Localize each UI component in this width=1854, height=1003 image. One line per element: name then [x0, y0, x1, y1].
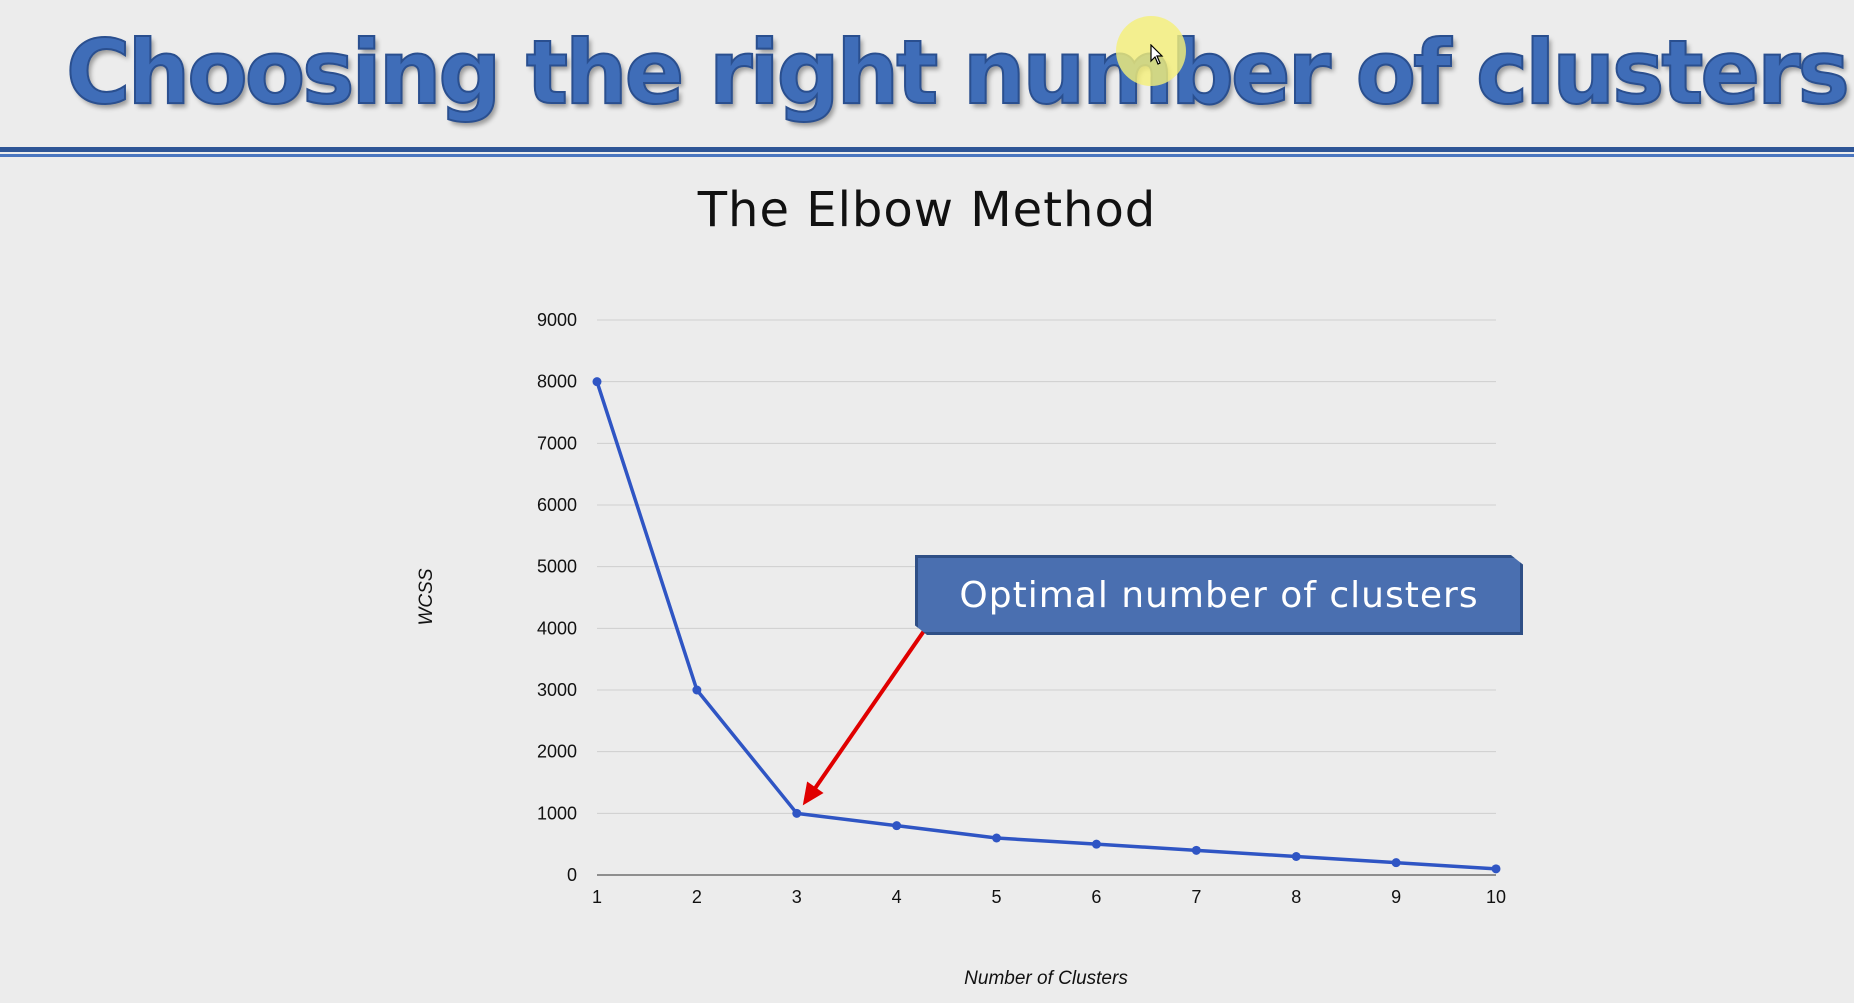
- header-rule: [0, 147, 1854, 152]
- y-tick-label: 0: [567, 865, 577, 885]
- optimal-clusters-callout: Optimal number of clusters: [915, 555, 1523, 635]
- data-point: [992, 833, 1002, 843]
- data-point: [1491, 864, 1501, 874]
- header-rule-accent: [0, 154, 1854, 157]
- x-tick-label: 4: [892, 887, 902, 907]
- callout-arrowhead: [802, 781, 824, 806]
- data-point: [892, 821, 902, 831]
- x-tick-label: 3: [792, 887, 802, 907]
- x-tick-label: 6: [1091, 887, 1101, 907]
- x-tick-label: 9: [1391, 887, 1401, 907]
- y-tick-label: 4000: [537, 618, 577, 638]
- y-tick-label: 8000: [537, 372, 577, 392]
- x-axis-label: Number of Clusters: [964, 968, 1128, 989]
- y-tick-label: 1000: [537, 803, 577, 823]
- callout-arrow: [807, 626, 928, 799]
- y-tick-label: 7000: [537, 433, 577, 453]
- data-point: [1191, 845, 1201, 855]
- series-line: [595, 381, 1497, 871]
- y-tick-label: 9000: [537, 310, 577, 330]
- data-point: [692, 685, 702, 695]
- x-tick-label: 10: [1486, 887, 1506, 907]
- callout-label: Optimal number of clusters: [959, 574, 1479, 616]
- y-tick-label: 5000: [537, 557, 577, 577]
- x-tick-label: 5: [992, 887, 1002, 907]
- data-point: [592, 377, 602, 387]
- x-tick-label: 8: [1291, 887, 1301, 907]
- x-tick-label: 7: [1191, 887, 1201, 907]
- chart-title: The Elbow Method: [697, 182, 1157, 238]
- slide-title: Choosing the right number of clusters: [65, 20, 1851, 125]
- data-point: [1391, 858, 1401, 868]
- y-tick-label: 3000: [537, 680, 577, 700]
- data-point: [1091, 839, 1101, 849]
- x-tick-label: 2: [692, 887, 702, 907]
- y-tick-label: 6000: [537, 495, 577, 515]
- y-tick-label: 2000: [537, 742, 577, 762]
- data-point: [792, 808, 802, 818]
- x-tick-label: 1: [592, 887, 602, 907]
- y-axis-label: WCSS: [416, 568, 437, 625]
- data-point: [1291, 852, 1301, 861]
- slide-header: Choosing the right number of clusters: [0, 0, 1854, 148]
- cursor-icon: [1150, 44, 1164, 65]
